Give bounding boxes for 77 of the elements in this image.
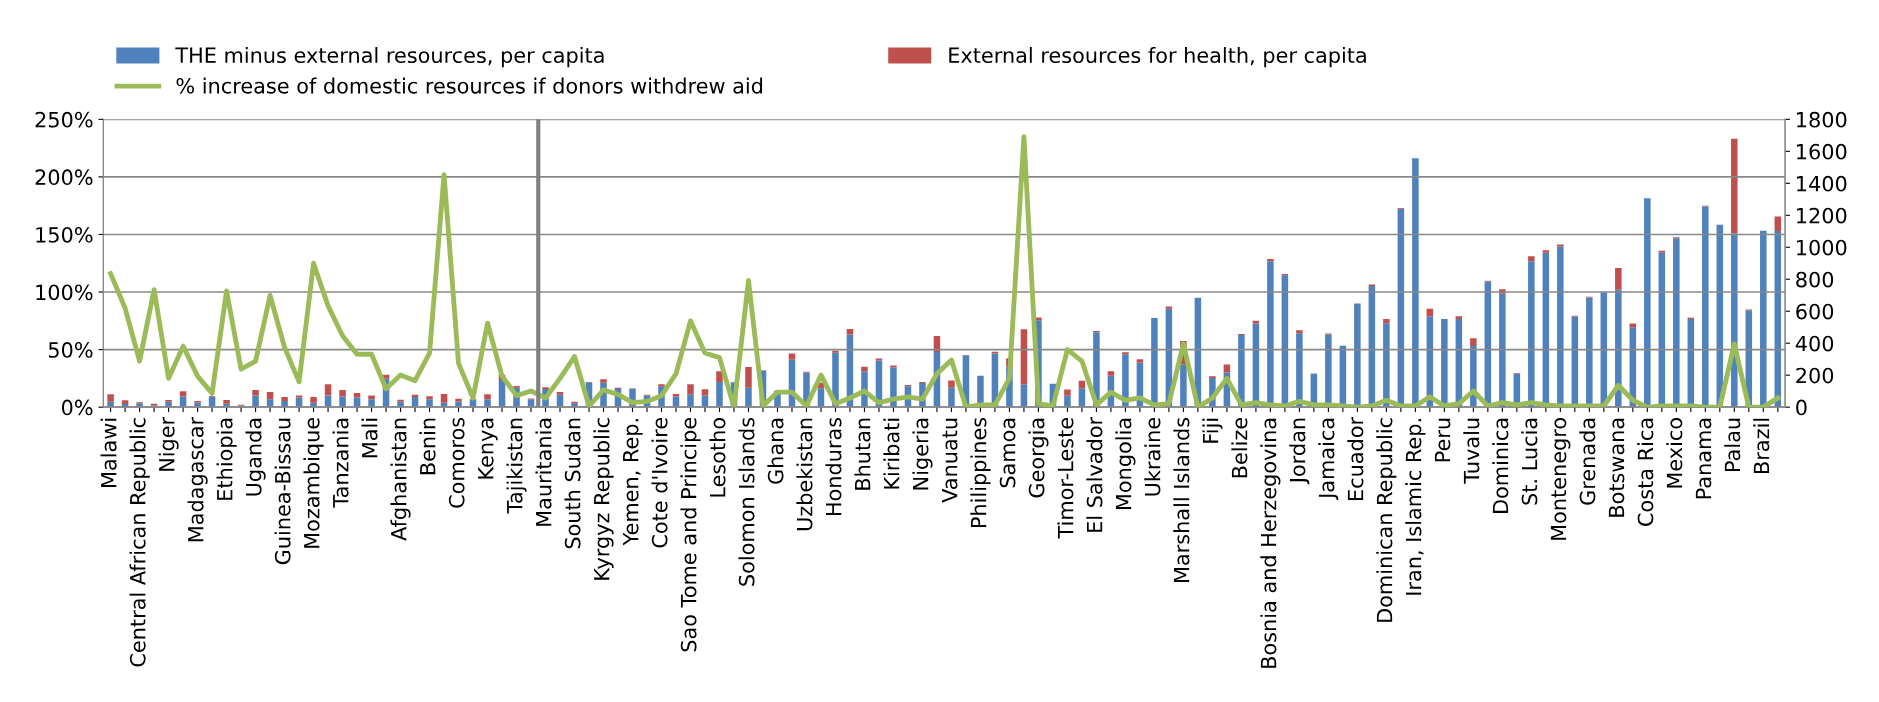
x-tick-label: Grenada (1579, 418, 1596, 505)
y-tick-label: 0% (61, 399, 93, 416)
legend-label: THE minus external resources, per capita (175, 46, 604, 68)
x-tick-label: Mali (361, 418, 378, 458)
x-tick-label: Iran, Islamic Rep. (1405, 419, 1426, 595)
x-tick-label: Niger (158, 416, 179, 471)
x-tick-label: Peru (1434, 418, 1451, 462)
x-tick-label: Ukraine (1144, 417, 1161, 496)
x-tick-label: Brazil (1753, 418, 1770, 473)
y2-tick-label: 600 (1796, 303, 1834, 320)
x-tick-label: Benin (419, 418, 436, 475)
x-tick-label: Mauritania (535, 418, 552, 526)
x-tick-label: Timor-Leste (1057, 417, 1074, 539)
x-tick-label: Ecuador (1347, 416, 1364, 500)
y-tick-label: 50% (48, 342, 93, 358)
x-tick-label: Mozambique (303, 417, 324, 548)
legend-label: % increase of domestic resources if donors withdrew aid (176, 77, 763, 94)
x-tick-label: Mexico (1666, 418, 1683, 488)
x-tick-label: Philippines (970, 417, 991, 528)
x-tick-label: Botswana (1608, 418, 1625, 517)
y2-tick-label: 1400 (1797, 175, 1847, 192)
x-tick-label: Honduras (825, 417, 842, 516)
legend-label: External resources for health, per capita (949, 46, 1366, 68)
x-tick-label: Kenya (478, 418, 498, 479)
x-tick-label: Montenegro (1550, 418, 1571, 540)
x-tick-label: Bosnia and Herzegovina (1260, 418, 1281, 668)
x-tick-label: Madagascar (187, 416, 208, 542)
x-tick-label: Guinea-Bissau (274, 418, 291, 565)
x-tick-label: Jordan (1289, 418, 1310, 485)
x-tick-label: Tanzania (332, 418, 349, 508)
x-tick-label: Bhutan (854, 418, 871, 490)
x-tick-label: Dominican Republic (1376, 418, 1397, 622)
x-tick-label: Comoros (448, 417, 465, 508)
y2-tick-label: 1800 (1797, 111, 1847, 128)
y2-tick-label: 1000 (1797, 239, 1847, 256)
x-tick-label: Panama (1695, 418, 1712, 499)
y2-tick-label: 0 (1796, 399, 1807, 416)
x-tick-label: Ethiopia (216, 418, 237, 500)
x-tick-label: Solomon Islands (738, 417, 755, 586)
x-tick-label: Central African Republic (129, 418, 150, 667)
y2-tick-label: 200 (1796, 367, 1834, 384)
x-tick-label: Lesotho (709, 418, 726, 497)
x-tick-label: Belize (1231, 417, 1248, 478)
y2-tick-label: 1600 (1797, 143, 1847, 160)
x-tick-label: Palau (1724, 418, 1741, 471)
x-tick-label: South Sudan (564, 418, 581, 549)
y-tick-label: 150% (36, 226, 93, 243)
x-tick-label: Jamaica (1318, 418, 1339, 500)
y2-tick-label: 800 (1796, 271, 1834, 288)
y2-tick-label: 1200 (1797, 207, 1847, 224)
x-tick-label: Uganda (245, 418, 266, 496)
x-tick-label: Nigeria (912, 418, 933, 490)
x-tick-label: Sao Tome and Principe (680, 417, 701, 652)
y-tick-label: 100% (36, 284, 93, 301)
x-tick-label: Fiji (1202, 418, 1223, 443)
x-tick-label: Vanuatu (942, 418, 958, 503)
x-tick-label: Dominica (1492, 418, 1509, 513)
x-tick-label: Tuvalu (1463, 418, 1480, 484)
y-tick-label: 200% (35, 169, 93, 186)
x-tick-label: Mongolia (1115, 418, 1136, 510)
x-tick-label: Cote d'Ivoire (651, 418, 668, 548)
x-tick-label: Samoa (999, 418, 1016, 488)
x-tick-label: El Salvador (1086, 416, 1103, 532)
x-tick-label: Ghana (767, 418, 784, 484)
x-tick-label: Malawi (100, 418, 117, 487)
y-tick-label: 250% (35, 111, 93, 128)
x-tick-label: Costa Rica (1637, 418, 1654, 526)
x-tick-label: Georgia (1028, 418, 1049, 498)
x-tick-label: Marshall Islands (1173, 417, 1190, 582)
x-tick-label: Yemen, Rep. (623, 419, 643, 546)
x-tick-label: Kiribati (883, 418, 900, 489)
x-tick-label: Uzbekistan (796, 418, 813, 531)
y2-tick-label: 400 (1795, 335, 1834, 352)
x-tick-label: Tajikistan (506, 418, 527, 514)
x-tick-label: Afghanistan (390, 418, 411, 541)
x-tick-label: Kyrgyz Republic (593, 418, 614, 580)
x-tick-label: St. Lucia (1521, 418, 1538, 505)
